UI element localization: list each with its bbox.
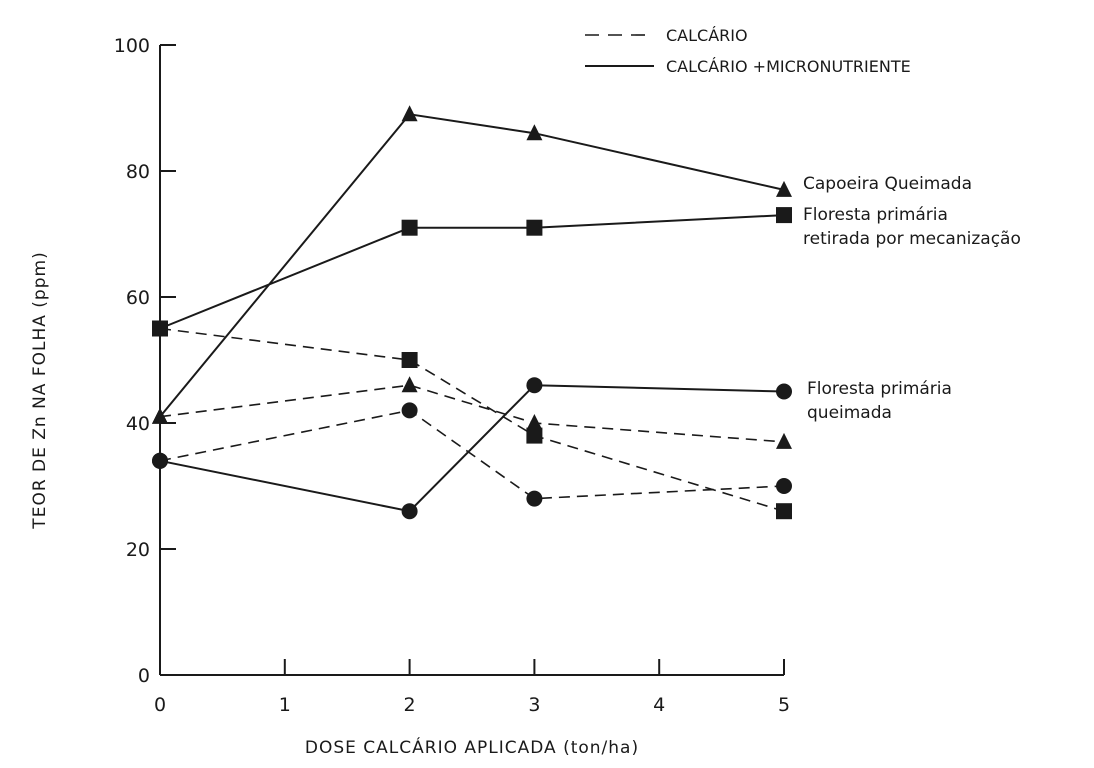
- y-tick-label: 80: [126, 161, 150, 183]
- data-point-capoeira-dashed: [401, 376, 418, 393]
- data-point-capoeira-dashed: [526, 414, 543, 430]
- y-axis-label: TEOR DE Zn NA FOLHA (ppm): [30, 251, 50, 529]
- series-line-floresta_mec-solid: [159, 214, 785, 330]
- data-point-floresta_q-dashed: [401, 402, 418, 419]
- data-point-capoeira-solid: [776, 180, 792, 197]
- y-tick-label: 20: [126, 539, 150, 561]
- data-point-floresta_mec-solid: [401, 219, 418, 236]
- y-tick-label: 0: [138, 665, 150, 687]
- series-annotations: Capoeira Queimada Floresta primária retira…: [803, 174, 1021, 423]
- x-tick-label: 2: [404, 694, 416, 716]
- y-tick-label: 100: [114, 35, 150, 57]
- annotation-floresta_mec: Floresta primária retirada por mecanizaçã…: [803, 205, 1021, 249]
- annotation-line-floresta_mec: retirada por mecanização: [803, 229, 1021, 249]
- y-tick-label: 60: [126, 287, 150, 309]
- data-point-capoeira-dashed: [776, 432, 792, 449]
- data-point-floresta_mec-dashed: [152, 320, 168, 337]
- series-line-capoeira-dashed: [159, 384, 785, 443]
- data-point-floresta_mec-dashed: [776, 503, 792, 520]
- series-line-floresta_mec-dashed: [159, 327, 785, 512]
- legend-label-solid: CALCÁRIO +MICRONUTRIENTE: [666, 57, 911, 76]
- data-point-floresta_q-solid: [776, 383, 792, 400]
- x-tick-label: 4: [653, 694, 665, 716]
- series-lines: [159, 113, 785, 513]
- data-point-floresta_q-solid: [526, 377, 543, 394]
- data-point-floresta_q-solid: [401, 503, 418, 520]
- x-tick-label: 1: [279, 694, 291, 716]
- series-line-capoeira-solid: [159, 113, 785, 418]
- data-point-floresta_q-dashed: [152, 452, 168, 469]
- y-tick-label: 40: [126, 413, 150, 435]
- annotation-line-floresta_mec: Floresta primária: [803, 205, 948, 225]
- legend: CALCÁRIO CALCÁRIO +MICRONUTRIENTE: [585, 26, 911, 76]
- annotation-line-floresta_q: queimada: [807, 403, 892, 423]
- annotation-line-floresta_q: Floresta primária: [807, 379, 952, 399]
- x-tick-label: 3: [528, 694, 540, 716]
- data-point-floresta_q-dashed: [776, 478, 792, 494]
- data-point-floresta_mec-dashed: [526, 427, 543, 444]
- x-tick-label: 5: [778, 694, 790, 716]
- axes: 0 1 2 3 4 5 0 20 40 60 80 100: [114, 35, 790, 716]
- data-point-floresta_mec-solid: [776, 207, 792, 224]
- series-line-floresta_q-dashed: [159, 409, 785, 500]
- series-line-floresta_q-solid: [159, 384, 785, 513]
- data-point-floresta_q-dashed: [526, 490, 543, 507]
- data-point-capoeira-solid: [526, 124, 543, 141]
- annotation-line-capoeira: Capoeira Queimada: [803, 174, 972, 194]
- series-markers: [152, 105, 792, 520]
- annotation-capoeira: Capoeira Queimada: [803, 174, 972, 194]
- x-tick-label: 0: [154, 694, 166, 716]
- data-point-floresta_mec-dashed: [401, 352, 418, 368]
- data-point-capoeira-dashed: [152, 407, 168, 424]
- x-axis-label: DOSE CALCÁRIO APLICADA (ton/ha): [305, 736, 639, 758]
- annotation-floresta_q: Floresta primária queimada: [807, 379, 952, 423]
- data-point-floresta_mec-solid: [526, 219, 543, 236]
- data-point-capoeira-solid: [401, 105, 418, 122]
- legend-label-dashed: CALCÁRIO: [666, 26, 748, 45]
